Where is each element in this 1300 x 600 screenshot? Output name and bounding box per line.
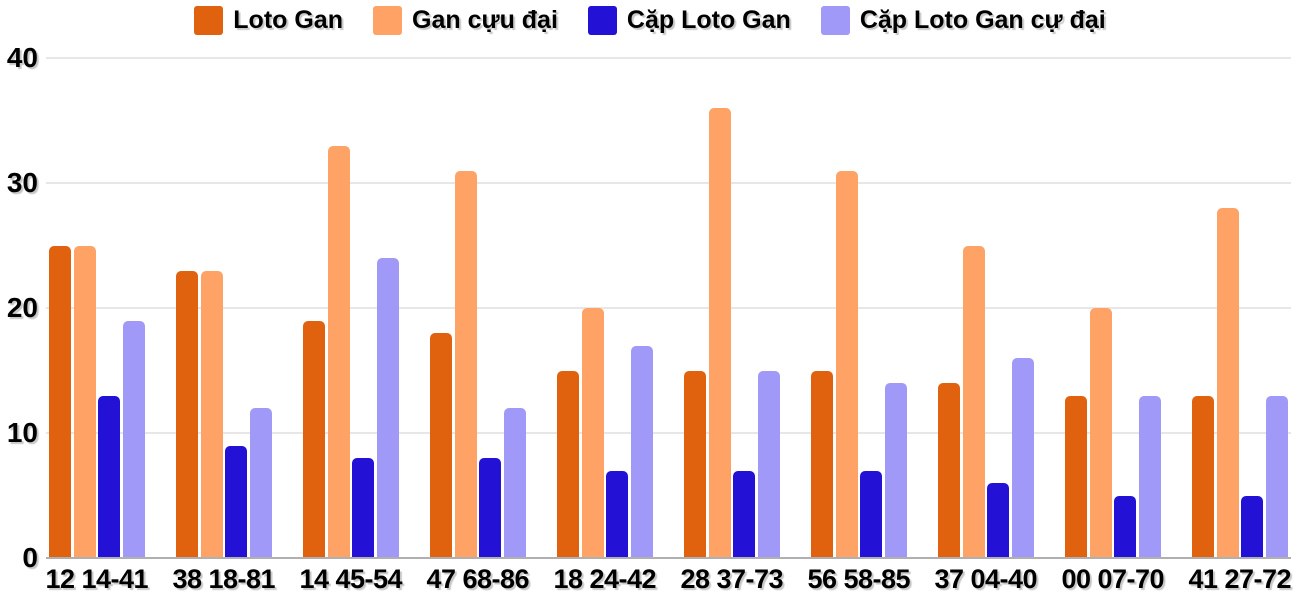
x-axis-category-label: 47 68-86 — [426, 564, 530, 594]
x-axis-category-label: 38 18-81 — [172, 564, 276, 594]
y-gridline — [46, 307, 1291, 309]
y-axis-tick-label: 10 — [6, 417, 38, 448]
bar — [708, 108, 731, 558]
bar — [98, 395, 120, 558]
bar — [606, 470, 628, 558]
bar — [176, 270, 198, 558]
legend-item-label: Gan cựu đại — [412, 6, 558, 34]
bar — [1216, 208, 1239, 558]
bar — [1089, 308, 1112, 558]
legend-item-label: Loto Gan — [233, 6, 343, 34]
bar — [684, 370, 706, 558]
legend-item-label: Cặp Loto Gan — [626, 6, 791, 34]
x-axis-category-label: 12 14-41 — [45, 564, 149, 594]
legend: Loto Gan Gan cựu đại Cặp Loto Gan Cặp Loto … — [0, 6, 1300, 35]
legend-item-3[interactable]: Cặp Loto Gan — [587, 6, 791, 35]
legend-item-2[interactable]: Gan cựu đại — [373, 6, 558, 35]
bar — [225, 445, 247, 558]
y-axis-tick-label: 40 — [6, 42, 38, 73]
y-axis-tick-label: 30 — [6, 167, 38, 198]
bar — [327, 145, 350, 558]
legend-swatch-icon — [820, 6, 850, 35]
bar — [49, 245, 71, 558]
x-axis-category-label: 41 27-72 — [1188, 564, 1292, 594]
bar — [430, 333, 452, 558]
bar — [581, 308, 604, 558]
bar — [1065, 395, 1087, 558]
bar — [835, 170, 858, 558]
y-axis-tick-label: 0 — [22, 542, 38, 573]
bar — [557, 370, 579, 558]
bar — [454, 170, 477, 558]
bar — [757, 370, 780, 558]
bar — [884, 383, 907, 558]
bar — [938, 383, 960, 558]
legend-item-label: Cặp Loto Gan cự đại — [859, 6, 1106, 34]
x-axis-category-label: 18 24-42 — [553, 564, 657, 594]
x-axis-category-label: 14 45-54 — [299, 564, 403, 594]
bar — [122, 320, 145, 558]
bar — [1241, 495, 1263, 558]
bar — [733, 470, 755, 558]
bar — [376, 258, 399, 558]
x-axis-line — [46, 557, 1291, 559]
bar — [479, 458, 501, 558]
bar — [352, 458, 374, 558]
bar — [811, 370, 833, 558]
bar — [1138, 395, 1161, 558]
x-axis-category-label: 56 58-85 — [807, 564, 911, 594]
legend-item-4[interactable]: Cặp Loto Gan cự đại — [820, 6, 1106, 35]
bar — [1192, 395, 1214, 558]
bar — [1011, 358, 1034, 558]
y-gridline — [46, 432, 1291, 434]
legend-swatch-icon — [587, 6, 617, 35]
bar — [630, 345, 653, 558]
y-axis-tick-label: 20 — [6, 292, 38, 323]
bar — [503, 408, 526, 558]
y-gridline — [46, 182, 1291, 184]
legend-item-1[interactable]: Loto Gan — [194, 6, 343, 35]
bar — [860, 470, 882, 558]
bar — [962, 245, 985, 558]
bar — [249, 408, 272, 558]
bar — [1114, 495, 1136, 558]
bar — [987, 483, 1009, 558]
bar — [1265, 395, 1288, 558]
bar — [73, 245, 96, 558]
x-axis-category-label: 37 04-40 — [934, 564, 1038, 594]
y-gridline — [46, 57, 1291, 59]
bar — [303, 320, 325, 558]
x-axis-category-label: 00 07-70 — [1061, 564, 1165, 594]
legend-swatch-icon — [373, 6, 402, 35]
legend-swatch-icon — [194, 6, 224, 35]
x-axis-category-label: 28 37-73 — [680, 564, 784, 594]
bar — [200, 270, 223, 558]
